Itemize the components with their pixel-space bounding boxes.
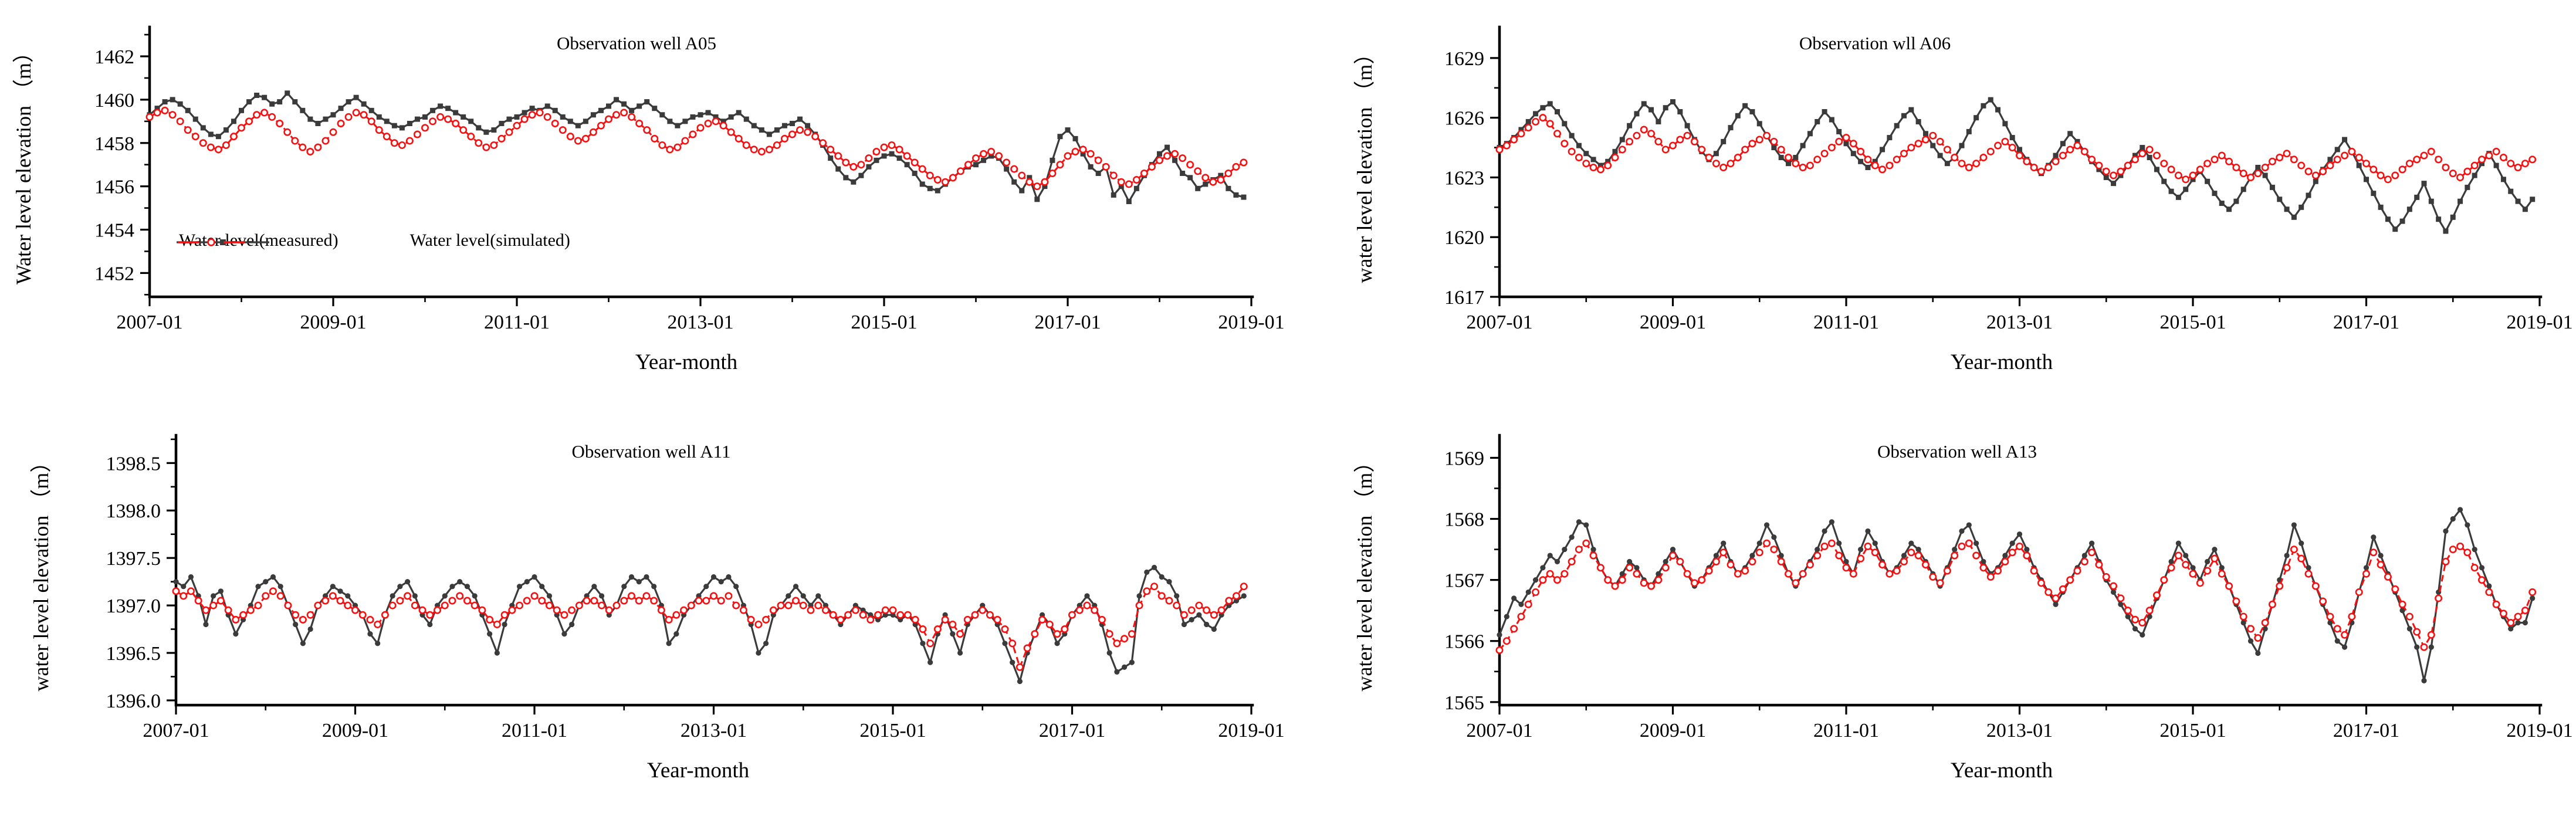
y-tick-label: 1454 (94, 220, 134, 242)
y-tick-label: 1568 (1444, 509, 1484, 531)
chart-a11: 1396.0 1396.5 1397.0 1397.5 1398.0 1398.5 2007… (106, 434, 1285, 741)
series-simulated-line (1498, 542, 2534, 651)
x-tick-label: 2013-01 (667, 311, 733, 333)
plot-area: 1565 1566 1567 1568 1569 2007-01 2009-01 2011-0… (1444, 434, 2573, 741)
x-tick-label: 2019-01 (1218, 720, 1284, 741)
x-axis-label: Year-month (1950, 759, 2053, 783)
y-axis-label: water level elevation （m） (1353, 43, 1376, 283)
series-measured-line (148, 92, 1244, 203)
y-tick-label: 1462 (94, 46, 134, 68)
series-measured-markers (1497, 507, 2536, 683)
legend-measured-label: Water level(measured) (179, 231, 338, 250)
x-axis-label: Year-month (635, 350, 738, 374)
legend-item-simulated: Water level(simulated) (178, 231, 570, 250)
plot-area: 1396.0 1396.5 1397.0 1397.5 1398.0 1398.5 2007… (106, 434, 1285, 741)
panel-a11: 1396.0 1396.5 1397.0 1397.5 1398.0 1398.5 2007… (0, 408, 1288, 816)
panel-title: Observation well A11 (571, 441, 731, 462)
x-tick-label: 2019-01 (1218, 311, 1284, 333)
legend-simulated-marker-icon (178, 238, 245, 246)
y-tick-label: 1458 (94, 133, 134, 155)
y-tick-label: 1566 (1444, 631, 1484, 653)
y-tick-label: 1620 (1444, 227, 1484, 249)
plot-area: 1452 1454 1456 1458 1460 1462 2007-01 2009-01 20… (94, 25, 1285, 333)
x-tick-label: 2015-01 (859, 720, 926, 741)
plot-area: 1617 1620 1623 1626 1629 2007-01 2009-01 2011-0… (1444, 25, 2573, 333)
series-simulated-markers (145, 106, 1248, 191)
x-tick-label: 2011-01 (502, 720, 567, 741)
chart-a05: 1452 1454 1456 1458 1460 1462 2007-01 2009-01 20… (94, 25, 1285, 333)
axis-spines (1498, 25, 2543, 299)
series-simulated-line (175, 585, 1245, 668)
x-tick-label: 2009-01 (1640, 311, 1706, 333)
panel-a13: 1565 1566 1567 1568 1569 2007-01 2009-01 2011-0… (1288, 408, 2576, 816)
y-tick-label: 1460 (94, 90, 134, 111)
x-tick-label: 2011-01 (1813, 311, 1879, 333)
x-tick-label: 2011-01 (1813, 720, 1879, 741)
y-tick-label: 1396.5 (106, 643, 161, 665)
x-tick-label: 2015-01 (2159, 311, 2226, 333)
x-tick-label: 2007-01 (1466, 311, 1532, 333)
x-tick-label: 2007-01 (143, 720, 209, 741)
legend: Water level(measured) Water level(simula… (173, 231, 570, 250)
series-measured-line (175, 566, 1245, 683)
x-axis-label: Year-month (1950, 350, 2053, 374)
x-tick-label: 2015-01 (2159, 720, 2226, 741)
panel-title: Observation well A13 (1877, 441, 2037, 462)
legend-simulated-label: Water level(simulated) (409, 231, 570, 250)
series-measured-line (1499, 99, 2533, 232)
panel-a05: 1452 1454 1456 1458 1460 1462 2007-01 2009-01 20… (0, 0, 1288, 408)
y-tick-label: 1398.5 (106, 453, 161, 475)
y-tick-label: 1565 (1444, 692, 1484, 714)
chart-a06: 1617 1620 1623 1626 1629 2007-01 2009-01 2011-0… (1444, 25, 2573, 333)
y-tick-label: 1452 (94, 263, 134, 285)
x-tick-label: 2017-01 (1034, 311, 1101, 333)
panel-a06: 1617 1620 1623 1626 1629 2007-01 2009-01 2011-0… (1288, 0, 2576, 408)
series-simulated-markers (172, 583, 1248, 671)
y-tick-label: 1617 (1444, 287, 1484, 309)
x-tick-label: 2013-01 (1986, 720, 2053, 741)
y-tick-label: 1626 (1444, 108, 1484, 130)
x-tick-label: 2013-01 (1986, 311, 2053, 333)
panel-title: Observation well A05 (556, 33, 717, 53)
chart-a13: 1565 1566 1567 1568 1569 2007-01 2009-01 2011-0… (1444, 434, 2573, 741)
series-simulated-markers (1495, 114, 2537, 184)
series-simulated-markers (1495, 539, 2537, 654)
x-tick-label: 2019-01 (2506, 720, 2572, 741)
series-measured-markers (147, 90, 1247, 204)
y-tick-label: 1567 (1444, 570, 1484, 592)
y-tick-label: 1629 (1444, 48, 1484, 70)
y-tick-label: 1398.0 (106, 500, 161, 522)
x-tick-label: 2013-01 (681, 720, 747, 741)
x-tick-label: 2017-01 (2333, 311, 2399, 333)
y-tick-label: 1397.0 (106, 595, 161, 617)
x-tick-label: 2009-01 (322, 720, 388, 741)
x-tick-label: 2007-01 (116, 311, 182, 333)
y-axis-label: Water level elevation （m） (12, 42, 35, 285)
y-tick-label: 1569 (1444, 448, 1484, 469)
x-tick-label: 2015-01 (851, 311, 917, 333)
y-tick-label: 1396.0 (106, 690, 161, 712)
x-tick-label: 2011-01 (484, 311, 550, 333)
y-tick-label: 1456 (94, 177, 134, 198)
axis-spines (174, 434, 1254, 707)
y-axis-label: water level elevation （m） (29, 451, 53, 692)
x-tick-label: 2009-01 (300, 311, 366, 333)
x-tick-label: 2017-01 (1039, 720, 1105, 741)
series-measured-markers (1497, 97, 2536, 234)
x-tick-label: 2017-01 (2333, 720, 2399, 741)
x-tick-label: 2007-01 (1466, 720, 1532, 741)
series-measured-line (1498, 509, 2534, 682)
panel-title: Observation wll A06 (1799, 33, 1951, 53)
x-tick-label: 2019-01 (2506, 311, 2572, 333)
y-axis-label: water level elevation （m） (1353, 451, 1376, 692)
x-tick-label: 2009-01 (1640, 720, 1706, 741)
y-tick-label: 1623 (1444, 167, 1484, 189)
x-axis-label: Year-month (646, 759, 750, 783)
y-tick-label: 1397.5 (106, 548, 161, 570)
